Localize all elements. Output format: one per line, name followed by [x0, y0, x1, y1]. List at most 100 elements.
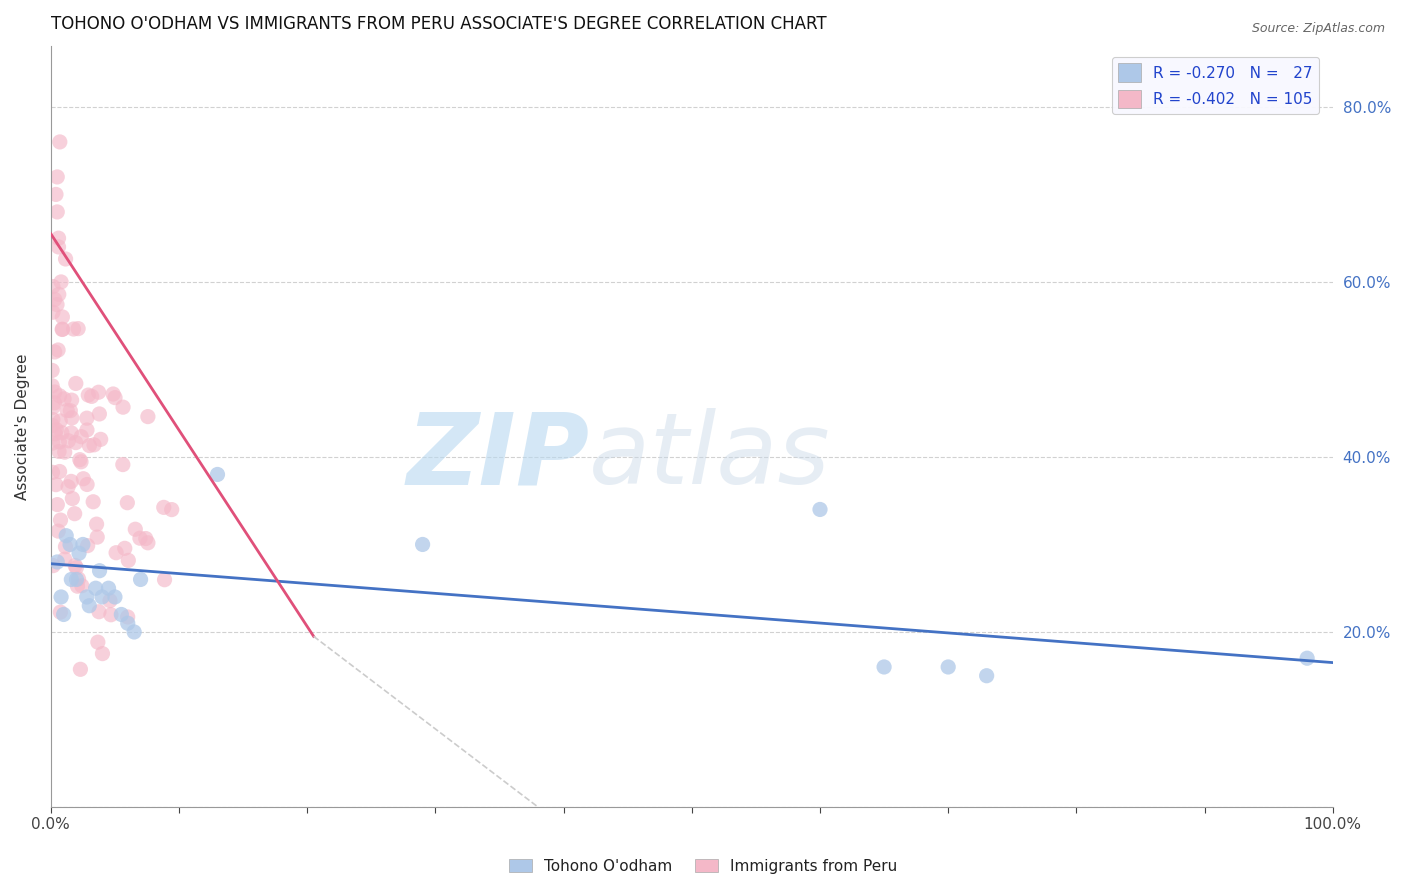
Point	[42, 401, 65, 415]
Point	[60, 411, 83, 425]
Point	[46, 343, 69, 357]
Point	[62, 322, 84, 336]
Point	[56, 403, 79, 417]
Point	[55, 252, 77, 266]
Point	[60, 573, 83, 587]
Point	[153, 573, 176, 587]
Point	[48, 287, 70, 301]
Point	[67, 546, 90, 560]
Point	[45, 423, 67, 437]
Point	[98, 593, 121, 607]
Point	[45, 187, 67, 202]
Point	[46, 297, 69, 311]
Text: atlas: atlas	[589, 409, 831, 505]
Point	[44, 426, 66, 441]
Point	[52, 607, 75, 622]
Point	[86, 530, 108, 544]
Point	[135, 532, 157, 546]
Point	[89, 407, 111, 421]
Point	[79, 439, 101, 453]
Point	[41, 418, 63, 433]
Point	[46, 205, 69, 219]
Point	[46, 169, 69, 184]
Point	[72, 472, 94, 486]
Point	[873, 660, 896, 674]
Point	[76, 411, 98, 425]
Point	[104, 391, 127, 405]
Point	[79, 599, 101, 613]
Y-axis label: Associate's Degree: Associate's Degree	[15, 353, 30, 500]
Point	[83, 438, 105, 452]
Point	[70, 455, 93, 469]
Point	[160, 502, 183, 516]
Point	[41, 363, 63, 377]
Point	[104, 590, 127, 604]
Point	[59, 537, 82, 551]
Point	[53, 552, 76, 566]
Text: TOHONO O'ODHAM VS IMMIGRANTS FROM PERU ASSOCIATE'S DEGREE CORRELATION CHART: TOHONO O'ODHAM VS IMMIGRANTS FROM PERU A…	[51, 15, 827, 33]
Point	[91, 647, 114, 661]
Point	[70, 430, 93, 444]
Point	[76, 539, 98, 553]
Point	[45, 477, 67, 491]
Point	[58, 434, 80, 448]
Point	[51, 322, 73, 336]
Point	[41, 436, 63, 450]
Point	[117, 496, 139, 510]
Point	[936, 660, 959, 674]
Point	[46, 555, 69, 569]
Point	[91, 590, 114, 604]
Point	[65, 435, 87, 450]
Point	[49, 135, 72, 149]
Point	[76, 590, 98, 604]
Point	[80, 389, 103, 403]
Point	[63, 558, 86, 573]
Point	[42, 305, 65, 319]
Point	[1296, 651, 1319, 665]
Point	[63, 507, 86, 521]
Point	[49, 513, 72, 527]
Point	[42, 279, 65, 293]
Point	[65, 561, 87, 575]
Point	[87, 605, 110, 619]
Point	[70, 579, 93, 593]
Point	[51, 322, 73, 336]
Point	[44, 396, 66, 410]
Point	[42, 558, 65, 573]
Point	[412, 537, 434, 551]
Point	[76, 423, 98, 437]
Point	[65, 376, 87, 391]
Point	[44, 293, 66, 307]
Point	[53, 445, 76, 459]
Point	[55, 540, 77, 554]
Point	[48, 434, 70, 449]
Point	[117, 610, 139, 624]
Point	[136, 536, 159, 550]
Point	[97, 581, 120, 595]
Point	[49, 275, 72, 289]
Point	[136, 409, 159, 424]
Point	[60, 491, 83, 506]
Point	[114, 541, 136, 556]
Point	[100, 607, 122, 622]
Point	[122, 624, 145, 639]
Point	[976, 669, 998, 683]
Point	[84, 581, 107, 595]
Point	[48, 231, 70, 245]
Point	[60, 393, 83, 408]
Point	[44, 384, 66, 399]
Point	[808, 502, 831, 516]
Point	[46, 524, 69, 538]
Point	[60, 475, 83, 489]
Point	[69, 662, 91, 676]
Point	[41, 466, 63, 480]
Point	[53, 392, 76, 406]
Point	[87, 385, 110, 400]
Point	[101, 387, 124, 401]
Point	[60, 425, 83, 440]
Point	[59, 403, 82, 417]
Point	[48, 240, 70, 254]
Point	[41, 378, 63, 392]
Point	[67, 321, 90, 335]
Point	[48, 389, 70, 403]
